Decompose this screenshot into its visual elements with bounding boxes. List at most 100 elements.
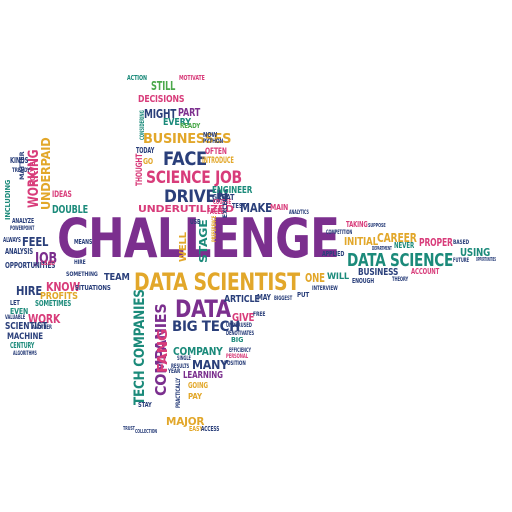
word-something: SOMETHING [66, 271, 98, 278]
word-ideas: IDEAS [52, 190, 72, 200]
word-stay: STAY [138, 401, 152, 409]
word-pay: PAY [188, 392, 202, 401]
word-data-science: DATA SCIENCE [347, 250, 453, 271]
word-algorithms: ALGORITHMS [13, 350, 37, 357]
word-will: WILL [327, 272, 350, 282]
word-might: MIGHT [144, 107, 177, 121]
word-go: GO [143, 157, 154, 166]
word-main: MAIN [270, 203, 289, 212]
word-feel: FEEL [22, 235, 49, 249]
word-job: JOB [35, 249, 57, 267]
word-valuable: VALUABLE [5, 314, 26, 321]
word-use: USE [190, 218, 201, 226]
word-interview: INTERVIEW [312, 285, 338, 292]
word-sometimes: SOMETIMES [35, 299, 72, 308]
word-personal: PERSONAL [226, 353, 249, 360]
word-hire: HIRE [16, 284, 42, 298]
word-let: LET [10, 299, 20, 307]
word-even: EVEN [10, 307, 29, 316]
word-century: CENTURY [10, 341, 35, 350]
word-considering: CONSIDERING [139, 110, 146, 140]
word-career: CAREER [377, 231, 417, 245]
word-suppose: SUPPOSE [368, 223, 386, 229]
word-stage: STAGE [197, 219, 210, 263]
word-business: BUSINESS [358, 267, 399, 278]
word-data: DATA [175, 295, 231, 323]
word-single: SINGLE [177, 355, 191, 362]
word-learning: LEARNING [183, 370, 223, 381]
word-article: ARTICLE [224, 294, 260, 305]
word-driven: DRIVEN [164, 187, 229, 207]
word-double: DOUBLE [52, 203, 89, 216]
word-ready: READY [180, 122, 201, 130]
word-challenge: CHALLENGE [57, 207, 340, 270]
word-another: ANOTHER [32, 324, 52, 331]
word-company: COMPANY [173, 345, 223, 358]
word-part: PART [178, 106, 201, 119]
word-underused: UNDERUSED [226, 322, 252, 329]
word-enough: ENOUGH [352, 277, 375, 285]
word-businesses: BUSINESSES [143, 132, 232, 147]
word-always: ALWAYS [3, 236, 21, 244]
word-face: FACE [163, 148, 207, 170]
word-never: NEVER [394, 241, 415, 250]
word-position: POSITION [224, 360, 246, 367]
word-applied: APPLIED [322, 250, 345, 258]
word-major: MAJOR [166, 415, 205, 428]
word-easy: EASY [189, 425, 203, 433]
word-excel: EXCEL [222, 197, 229, 218]
word-underutilized: UNDERUTILIZED [138, 204, 234, 215]
word-collection: COLLECTION [135, 429, 158, 435]
word-powerpoint: POWERPOINT [10, 225, 35, 232]
word-matter: MATTER [19, 151, 26, 180]
word-motivate: MOTIVATE [179, 74, 205, 82]
word-well: WELL [178, 232, 189, 262]
word-profits: PROFITS [40, 291, 78, 302]
word-department: DEPARTMENT [372, 246, 392, 252]
word-decisions: DECISIONS [138, 94, 185, 105]
word-may: MAY [257, 293, 271, 302]
word-practically: PRACTICALLY [175, 377, 182, 408]
word-access: ACCESS [201, 425, 220, 433]
word-team: TEAM [104, 272, 130, 283]
word-big-tech: BIG TECH [172, 319, 241, 335]
word-initial: INITIAL [344, 235, 378, 248]
word-give: GIVE [232, 311, 255, 324]
word-science-job: SCIENCE JOB [146, 168, 242, 188]
word-based: BASED [453, 239, 470, 246]
word-today: TODAY [136, 146, 155, 155]
word-every: EVERY [163, 117, 191, 128]
word-going: GOING [188, 381, 208, 390]
word-biggest: BIGGEST [274, 295, 293, 302]
word-often: OFTEN [205, 147, 227, 157]
word-engineer: ENGINEER [212, 185, 253, 196]
word-know: KNOW [46, 280, 80, 294]
word-trendy: TRENDY [12, 167, 31, 174]
word-using: USING [460, 246, 491, 259]
word-many: MANY [192, 358, 229, 372]
word-future: FUTURE [453, 257, 469, 264]
word-results: RESULTS [171, 363, 190, 370]
word-work: WORK [28, 312, 61, 326]
word-account: ACCOUNT [411, 267, 440, 276]
word-proper: PROPER [419, 236, 453, 249]
word-machine: MACHINE [7, 332, 43, 342]
word-analysis: ANALYSIS [5, 247, 33, 256]
word-lead: LEAD [41, 260, 56, 267]
word-situations: SITUATIONS [75, 284, 111, 292]
word-introduce: INTRODUCE [202, 156, 234, 166]
word-analytics: ANALYTICS [289, 209, 309, 216]
word-still: STILL [151, 79, 176, 93]
word-means: MEANS [74, 238, 93, 246]
word-opportunities: OPPORTUNITIES [5, 261, 56, 270]
word-one: ONE [305, 271, 325, 285]
word-now: NOW [203, 131, 218, 139]
word-data-scientist: DATA SCIENTIST [134, 268, 300, 296]
word-great: GREAT [212, 193, 235, 202]
word-year: YEAR [168, 368, 181, 375]
word-including: INCLUDING [4, 179, 12, 220]
word-denotivates: DENOTIVATES [226, 330, 255, 337]
word-tech-companies: TECH COMPANIES [132, 289, 148, 405]
word-test: TEST [232, 202, 246, 210]
